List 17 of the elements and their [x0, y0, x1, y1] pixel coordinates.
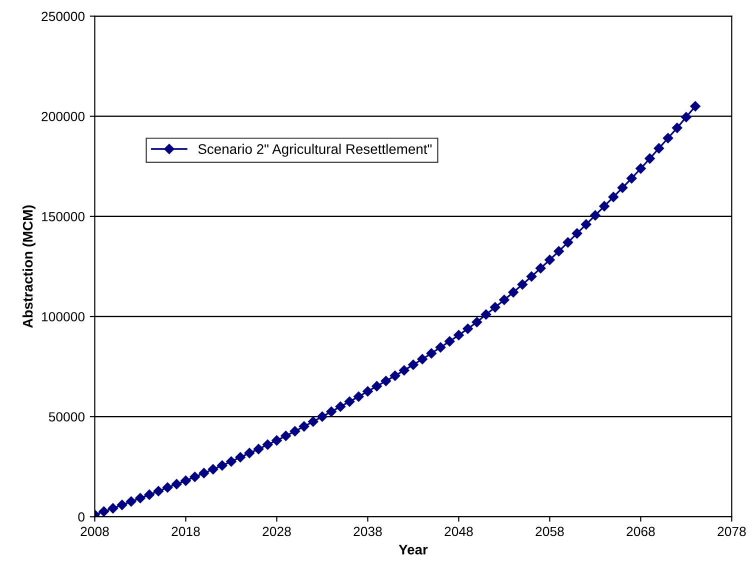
y-tick-label: 0 [78, 512, 85, 522]
x-tick-label: 2038 [354, 526, 382, 536]
x-tick-label: 2018 [172, 526, 200, 536]
y-tick-label: 100000 [42, 312, 85, 322]
x-tick-label: 2008 [80, 526, 109, 536]
x-tick-label: 2068 [626, 526, 655, 536]
x-axis-title: Year [398, 544, 428, 555]
x-tick-label: 2058 [536, 526, 564, 536]
y-tick-label: 150000 [42, 212, 85, 222]
y-tick-label: 50000 [48, 412, 85, 422]
y-tick-label: 200000 [42, 112, 85, 122]
x-tick-label: 2028 [262, 526, 291, 536]
y-axis-title: Abstraction (MCM) [22, 205, 36, 328]
x-tick-label: 2078 [718, 526, 746, 536]
y-tick-label: 250000 [42, 12, 85, 22]
x-tick-label: 2048 [444, 526, 473, 536]
legend-label: Scenario 2" Agricultural Resettlement" [198, 144, 432, 157]
